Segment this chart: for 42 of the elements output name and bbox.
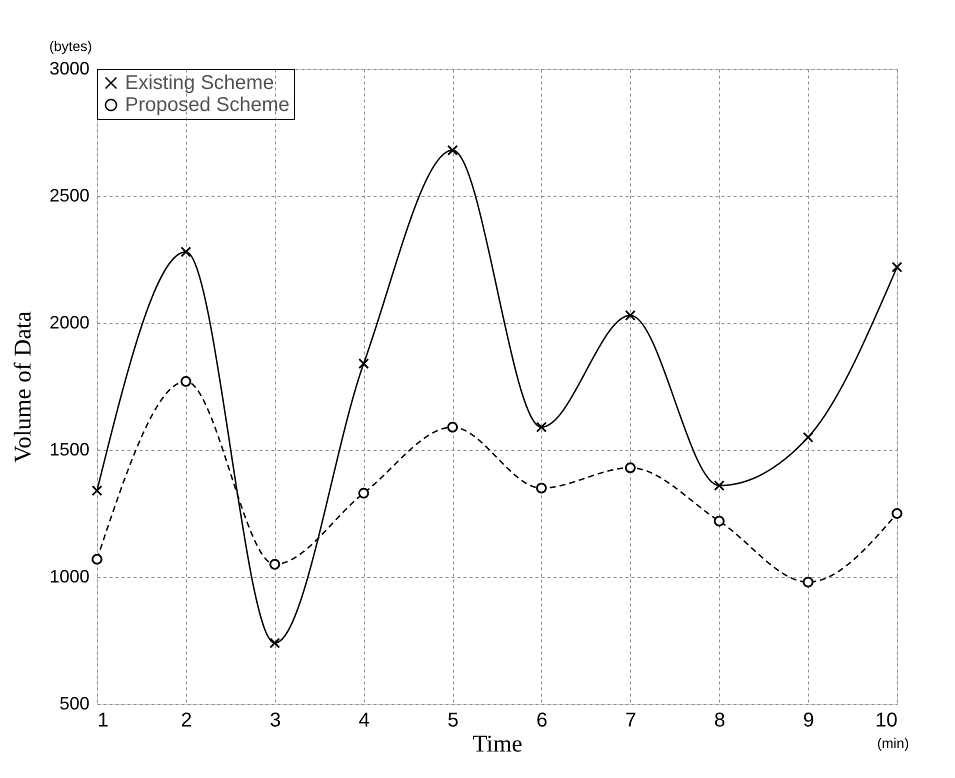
point [536,422,547,433]
point [358,358,370,370]
y-tick-label: 1000 [49,566,90,586]
point [536,482,547,494]
point [802,432,814,443]
x-tick-label: 7 [625,710,636,732]
x-tick-label: 6 [536,710,548,732]
text: (min) [877,735,909,751]
point [269,558,280,570]
point [624,462,636,474]
y-tick-label: 2500 [49,186,90,206]
x-tick-label: 10 [875,710,898,732]
point [714,480,725,491]
point [358,488,370,499]
x-tick-label: 4 [358,710,370,732]
legend-label: Proposed Scheme [125,94,290,116]
point [180,246,192,258]
x-tick-label: 1 [98,710,109,732]
x-tick-label: 3 [270,710,281,732]
point [92,485,102,496]
x-axis-title: Time [472,732,522,758]
y-tick-label: 2000 [49,312,90,332]
y-axis-title: Volume of Data [10,310,36,463]
point [269,638,280,648]
point [447,422,458,433]
point [802,576,814,588]
y-tick-label: 500 [59,694,90,714]
x-tick-label: 9 [803,710,814,732]
y-tick-label: 3000 [49,58,90,78]
x-tick-label: 2 [180,710,192,732]
point [892,508,902,519]
y-tick-label: 1500 [49,440,90,460]
point [892,262,902,272]
x-tick-label: 8 [714,710,726,732]
point [180,376,192,387]
x-tick-label: 5 [447,710,459,732]
point [714,516,725,526]
legend-label: Existing Scheme [125,72,274,94]
text: (bytes) [49,38,92,54]
point [92,554,102,565]
point [447,144,458,156]
point [624,310,636,321]
